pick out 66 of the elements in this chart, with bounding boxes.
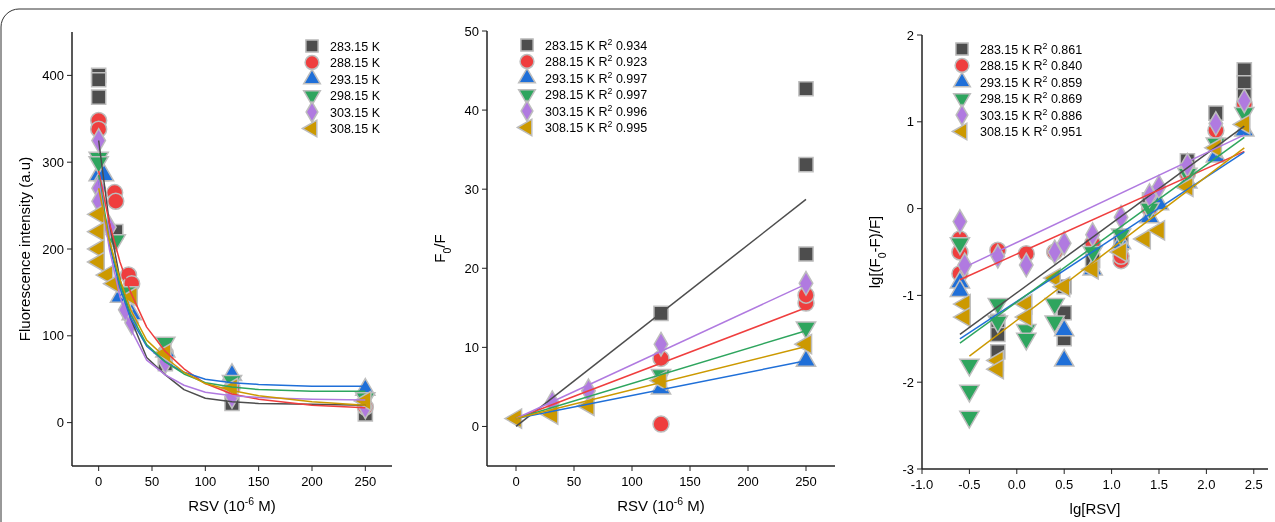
y-tick-label: 20 [464,260,479,276]
x-tick-label: 100 [621,474,643,489]
x-tick-label: 1.0 [1102,477,1121,492]
y-tick-label: 50 [464,23,479,39]
legend-label: 303.15 K R$^{2}$ 0.886 [980,106,1083,123]
x-axis-title: lg[RSV] [1069,500,1121,517]
y-tick-label: 400 [42,67,64,83]
legend-label: 288.15 K [330,56,381,70]
legend-label: 283.15 K [330,39,381,54]
x-tick-label: 1.5 [1149,477,1169,492]
x-tick-label: 0 [95,474,103,489]
x-tick-label: 2.0 [1197,477,1216,492]
legend-label: 308.15 K [330,122,381,136]
x-tick-label: 100 [194,474,217,489]
legend-label: 293.15 K [330,72,381,87]
y-tick-label: -3 [902,461,914,477]
legend-label: 283.15 K R$^{2}$ 0.934 [545,36,648,53]
point [652,415,670,433]
point [107,192,125,210]
legend-label: 288.15 K R$^{2}$ 0.923 [545,53,648,69]
x-tick-label: 2.5 [1244,477,1263,492]
x-axis-title: RSV (10$^{-6}$ M) [617,495,705,514]
x-tick-label: 250 [795,474,817,489]
y-tick-label: 40 [464,102,479,118]
x-tick-label: 200 [737,474,759,489]
y-tick-label: 30 [464,181,479,197]
y-axis-title: Fluorescence intensity (a.u) [16,156,33,342]
x-tick-label: 0.0 [1007,477,1026,492]
legend-label: 303.15 K R$^{2}$ 0.996 [545,102,648,119]
point [798,246,814,262]
y-tick-label: 0 [56,415,64,431]
legend-label: 298.15 K R$^{2}$ 0.997 [545,86,648,102]
y-tick-label: 10 [464,339,479,355]
x-axis-title: RSV (10$^{-6}$ M) [188,495,276,514]
y-tick-label: 300 [42,154,64,170]
x-tick-label: 150 [247,474,270,489]
point [90,71,107,88]
x-tick-label: -1.0 [910,477,934,492]
legend-label: 293.15 K R$^{2}$ 0.859 [980,73,1083,90]
point [798,156,814,173]
y-tick-label: 1 [906,114,914,130]
x-tick-label: 0 [512,474,520,489]
y-tick-label: 0 [906,201,914,217]
legend-label: 298.15 K R$^{2}$ 0.869 [980,90,1083,106]
x-tick-label: 200 [301,474,323,489]
point [798,80,814,97]
x-tick-label: -0.5 [958,477,981,492]
legend-label: 293.15 K R$^{2}$ 0.997 [545,69,648,86]
y-tick-label: 2 [906,27,914,43]
y-tick-label: -1 [902,287,914,303]
y-tick-label: 200 [42,241,64,257]
legend-label: 303.15 K [330,105,381,120]
legend-label: 308.15 K R$^{2}$ 0.951 [980,123,1083,139]
legend-label: 298.15 K [330,89,381,103]
legend-label: 308.15 K R$^{2}$ 0.995 [545,119,648,135]
y-tick-label: 0 [471,418,479,434]
x-tick-label: 50 [566,474,582,489]
x-tick-label: 150 [679,474,701,489]
legend-label: 283.15 K R$^{2}$ 0.861 [980,40,1083,57]
x-tick-label: 0.5 [1055,477,1074,492]
point [90,89,107,105]
legend-label: 288.15 K R$^{2}$ 0.840 [980,57,1083,73]
x-tick-label: 50 [144,474,160,489]
y-tick-label: 100 [42,328,64,344]
y-tick-label: -2 [902,374,914,390]
x-tick-label: 250 [354,474,377,489]
